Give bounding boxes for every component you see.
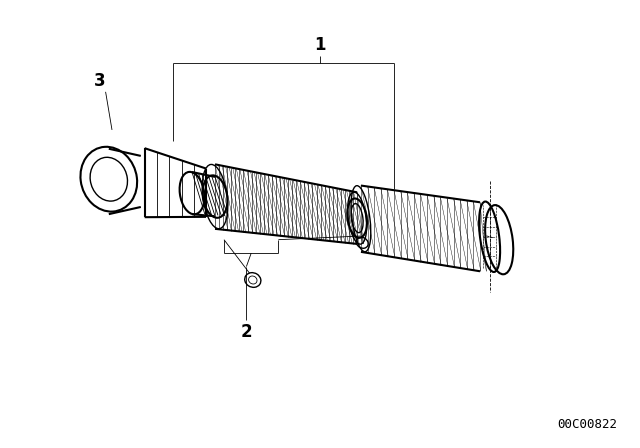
Text: 3: 3 <box>93 72 105 90</box>
Text: 00C00822: 00C00822 <box>557 418 618 431</box>
Text: 2: 2 <box>241 323 252 340</box>
Text: 1: 1 <box>314 36 326 54</box>
